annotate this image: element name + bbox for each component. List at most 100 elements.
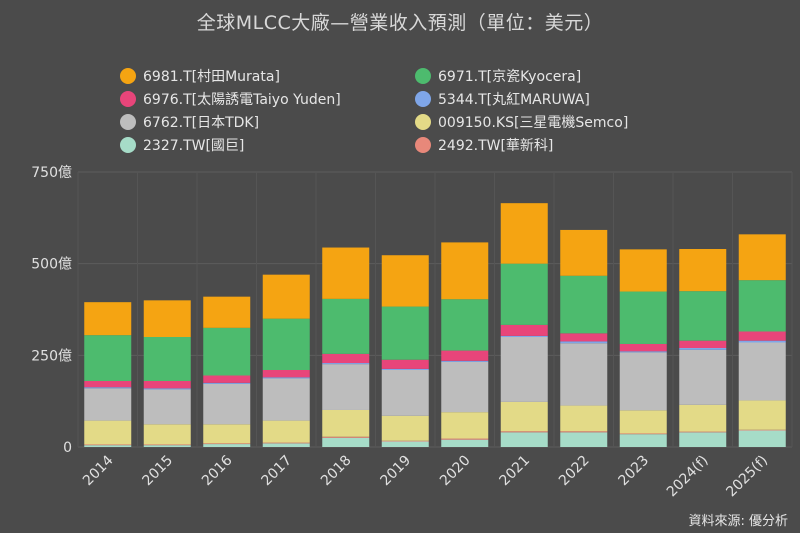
bar-segment[interactable] [738, 342, 786, 401]
bar-segment[interactable] [322, 409, 370, 437]
legend-item[interactable]: 2492.TW[華新科] [415, 135, 680, 155]
legend-item[interactable]: 6971.T[京瓷Kyocera] [415, 66, 680, 86]
bar-segment[interactable] [441, 350, 489, 361]
bar-segment[interactable] [441, 360, 489, 362]
bar-segment[interactable] [619, 352, 667, 411]
bar-segment[interactable] [619, 351, 667, 353]
bar-segment[interactable] [500, 324, 548, 336]
bar-segment[interactable] [560, 275, 608, 334]
bar-segment[interactable] [738, 234, 786, 281]
bar-segment[interactable] [381, 415, 429, 441]
bar-segment[interactable] [322, 353, 370, 364]
bar-segment[interactable] [84, 444, 132, 446]
bar-segment[interactable] [441, 439, 489, 447]
bar-segment[interactable] [143, 300, 191, 337]
bar-segment[interactable] [203, 296, 251, 328]
bar-segment[interactable] [143, 424, 191, 445]
bar-segment[interactable] [619, 434, 667, 447]
bar-segment[interactable] [262, 370, 310, 378]
bar-segment[interactable] [381, 368, 429, 370]
bar-segment[interactable] [381, 255, 429, 307]
bar-segment[interactable] [679, 404, 727, 432]
bar-segment[interactable] [679, 431, 727, 433]
legend-item[interactable]: 6981.T[村田Murata] [120, 66, 415, 86]
bar-segment[interactable] [500, 432, 548, 447]
bar-segment[interactable] [84, 387, 132, 389]
bar-segment[interactable] [679, 249, 727, 292]
bar-segment[interactable] [619, 343, 667, 352]
bar-segment[interactable] [560, 229, 608, 276]
bar-segment[interactable] [143, 381, 191, 389]
bar-segment[interactable] [441, 412, 489, 439]
bar-segment[interactable] [619, 249, 667, 292]
bar-segment[interactable] [500, 431, 548, 433]
bar-segment[interactable] [203, 375, 251, 383]
legend-item[interactable]: 6976.T[太陽誘電Taiyo Yuden] [120, 89, 415, 109]
bar-segment[interactable] [560, 341, 608, 344]
bar-segment[interactable] [381, 441, 429, 448]
bar-segment[interactable] [322, 363, 370, 365]
bar-segment[interactable] [262, 377, 310, 379]
bar-segment[interactable] [679, 348, 727, 350]
bar-segment[interactable] [500, 337, 548, 402]
legend-item[interactable]: 009150.KS[三星電機Semco] [415, 112, 680, 132]
bar-segment[interactable] [84, 381, 132, 388]
bar-segment[interactable] [262, 420, 310, 443]
bar-segment[interactable] [322, 364, 370, 410]
bar-segment[interactable] [679, 349, 727, 405]
legend-item[interactable]: 5344.T[丸紅MARUWA] [415, 89, 680, 109]
bar-segment[interactable] [679, 291, 727, 341]
bar-segment[interactable] [560, 431, 608, 433]
bar-segment[interactable] [500, 263, 548, 325]
bar-segment[interactable] [262, 318, 310, 370]
bar-segment[interactable] [203, 424, 251, 444]
bar-segment[interactable] [441, 299, 489, 351]
bar-segment[interactable] [500, 203, 548, 264]
bar-segment[interactable] [322, 437, 370, 447]
bar-segment[interactable] [381, 359, 429, 369]
bar-segment[interactable] [203, 327, 251, 376]
bar-segment[interactable] [679, 340, 727, 348]
bar-segment[interactable] [738, 429, 786, 431]
bar-segment[interactable] [143, 389, 191, 425]
bar-segment[interactable] [203, 383, 251, 425]
bar-segment[interactable] [143, 388, 191, 390]
bar-segment[interactable] [619, 433, 667, 435]
bar-segment[interactable] [84, 388, 132, 421]
bar-segment[interactable] [262, 442, 310, 444]
bar-segment[interactable] [738, 400, 786, 430]
bar-segment[interactable] [441, 361, 489, 413]
bar-segment[interactable] [738, 331, 786, 341]
bar-segment[interactable] [203, 444, 251, 447]
legend-item[interactable]: 2327.TW[國巨] [120, 135, 415, 155]
bar-segment[interactable] [619, 291, 667, 344]
bar-segment[interactable] [203, 443, 251, 445]
legend-item[interactable]: 6762.T[日本TDK] [120, 112, 415, 132]
bar-segment[interactable] [381, 440, 429, 442]
bar-segment[interactable] [322, 247, 370, 299]
bar-segment[interactable] [143, 445, 191, 447]
bar-segment[interactable] [441, 438, 489, 440]
bar-segment[interactable] [262, 378, 310, 421]
bar-segment[interactable] [619, 410, 667, 434]
bar-segment[interactable] [500, 335, 548, 337]
bar-segment[interactable] [322, 298, 370, 354]
bar-segment[interactable] [560, 333, 608, 342]
bar-segment[interactable] [738, 340, 786, 343]
bar-segment[interactable] [679, 432, 727, 447]
bar-segment[interactable] [560, 343, 608, 406]
bar-segment[interactable] [441, 242, 489, 300]
bar-segment[interactable] [738, 280, 786, 332]
bar-segment[interactable] [143, 444, 191, 446]
bar-segment[interactable] [262, 274, 310, 319]
bar-segment[interactable] [203, 382, 251, 384]
bar-segment[interactable] [738, 430, 786, 448]
bar-segment[interactable] [84, 335, 132, 381]
bar-segment[interactable] [560, 405, 608, 432]
bar-segment[interactable] [84, 420, 132, 445]
bar-segment[interactable] [381, 306, 429, 360]
bar-segment[interactable] [84, 302, 132, 336]
bar-segment[interactable] [381, 370, 429, 416]
bar-segment[interactable] [262, 443, 310, 447]
bar-segment[interactable] [500, 401, 548, 432]
